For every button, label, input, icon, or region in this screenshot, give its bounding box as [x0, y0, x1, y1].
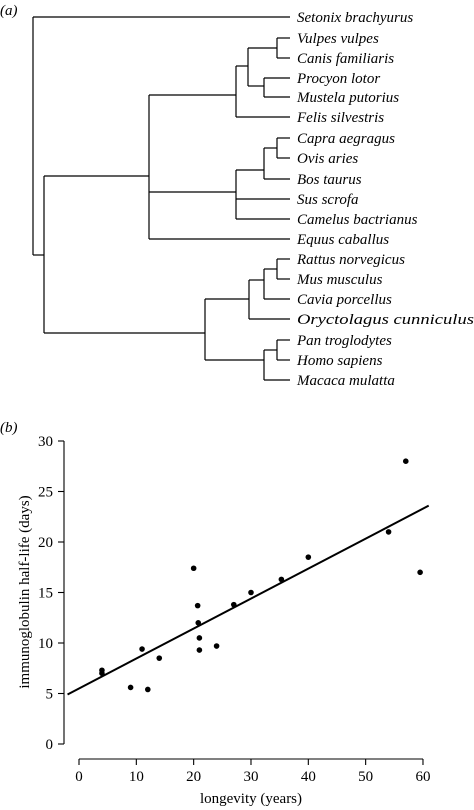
x-tick-label: 0 — [75, 769, 83, 785]
y-tick-label: 10 — [38, 636, 53, 652]
y-tick-label: 25 — [38, 485, 53, 501]
y-tick-label: 30 — [38, 434, 53, 450]
data-point — [196, 635, 203, 641]
data-point — [248, 589, 254, 596]
taxon-label: Bos taurus — [297, 172, 362, 188]
taxon-label: Sus scrofa — [297, 192, 359, 208]
data-point — [305, 554, 312, 560]
taxon-label: Vulpes vulpes — [297, 31, 379, 47]
data-point — [196, 647, 203, 653]
y-tick-label: 0 — [46, 737, 54, 753]
data-point — [195, 620, 202, 626]
x-tick-label: 30 — [243, 769, 258, 785]
taxon-label: Oryctolagus cunniculus — [297, 312, 474, 328]
data-point — [190, 565, 197, 572]
taxon-label: Camelus bactrianus — [297, 212, 418, 228]
scatter-plot-panel: (b) 0 10 20 30 40 50 60 0 5 10 15 20 25 30 longevity… — [0, 420, 430, 807]
data-point — [278, 576, 285, 583]
panel-a-label: (a) — [0, 3, 18, 19]
plot-axes — [63, 441, 423, 760]
regression-line — [67, 504, 430, 696]
y-axis-label: immunoglobulin half-life (days) — [17, 495, 33, 688]
data-point — [99, 670, 105, 677]
taxon-label: Rattus norvegicus — [296, 252, 405, 268]
x-tick-label: 40 — [301, 769, 316, 785]
y-tick-label: 15 — [38, 586, 53, 602]
tree-branches — [32, 16, 290, 381]
taxon-label: Ovis aries — [297, 151, 358, 167]
data-point — [144, 686, 151, 693]
phylogenetic-tree-panel: (a) — [0, 3, 474, 389]
x-axis-ticks: 0 10 20 30 40 50 60 — [75, 759, 430, 785]
x-tick-label: 50 — [358, 769, 373, 785]
data-point — [385, 529, 392, 535]
x-tick-label: 20 — [186, 769, 201, 785]
taxon-label: Canis familiaris — [297, 51, 394, 67]
taxon-label: Equus caballus — [296, 232, 389, 248]
taxon-label: Felis silvestris — [296, 110, 384, 126]
x-tick-label: 60 — [415, 769, 430, 785]
data-point — [213, 643, 220, 649]
y-tick-label: 20 — [38, 535, 53, 551]
taxon-labels: Setonix brachyurus Vulpes vulpes Canis f… — [296, 10, 474, 389]
data-points — [99, 458, 423, 693]
data-point — [230, 601, 237, 608]
x-axis-label: longevity (years) — [200, 791, 302, 807]
taxon-label: Macaca mulatta — [296, 373, 395, 389]
regression-line-group — [67, 504, 430, 696]
taxon-label: Cavia porcellus — [297, 292, 392, 308]
taxon-label: Pan troglodytes — [296, 333, 392, 349]
taxon-label: Mustela putorius — [296, 90, 399, 106]
data-point — [417, 569, 423, 576]
taxon-label: Setonix brachyurus — [297, 10, 413, 26]
y-axis-ticks: 0 5 10 15 20 25 30 — [38, 434, 64, 753]
panel-b-label: (b) — [0, 420, 18, 436]
data-point — [156, 655, 163, 661]
y-tick-label: 5 — [46, 687, 54, 703]
data-point — [402, 458, 409, 465]
data-point — [127, 684, 134, 691]
data-point — [139, 646, 145, 652]
taxon-label: Capra aegragus — [297, 131, 395, 147]
data-point — [194, 602, 201, 609]
taxon-label: Procyon lotor — [296, 71, 380, 87]
x-tick-label: 10 — [129, 769, 144, 785]
taxon-label: Mus musculus — [296, 272, 383, 288]
taxon-label: Homo sapiens — [296, 353, 383, 369]
